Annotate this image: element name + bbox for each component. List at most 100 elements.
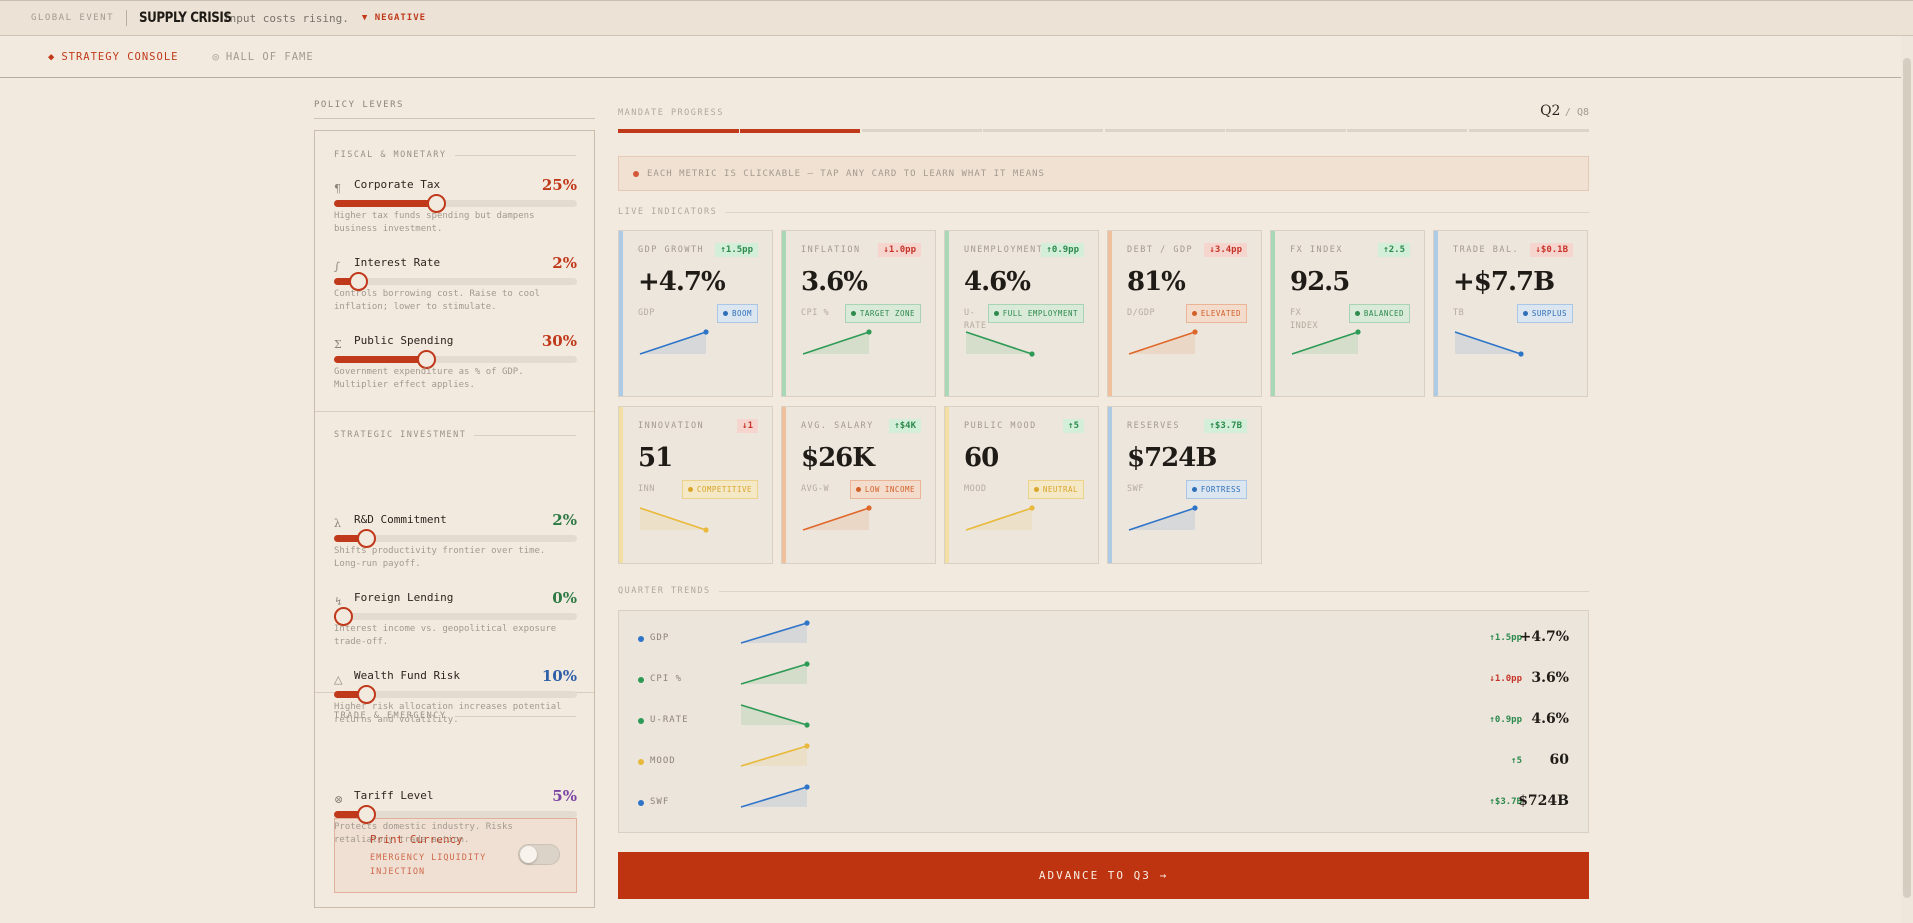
card-value: 60 xyxy=(964,443,999,473)
trend-value: 3.6% xyxy=(1531,670,1569,686)
slider-fill xyxy=(334,278,360,285)
metric-card-gdp-growth[interactable]: GDP GROWTH ↑1.5pp +4.7% GDP BOOM xyxy=(618,230,773,397)
card-value: 4.6% xyxy=(964,267,1031,297)
slider-thumb[interactable] xyxy=(427,194,446,213)
lever-slider[interactable] xyxy=(334,350,577,369)
lever-value: 10% xyxy=(541,667,577,685)
slider-thumb[interactable] xyxy=(349,272,368,291)
status-dot xyxy=(855,487,861,492)
lever-description: Interest income vs. geopolitical exposur… xyxy=(334,624,557,647)
sigma-icon: Σ xyxy=(334,338,342,351)
circled-x-icon: ⊗ xyxy=(334,793,344,806)
trend-label: GDP xyxy=(650,633,670,643)
print-currency-subtitle: EMERGENCY LIQUIDITY INJECTION xyxy=(370,853,487,877)
status-dot xyxy=(1522,311,1528,316)
card-label: INFLATION xyxy=(801,245,861,255)
sparkline-endpoint xyxy=(866,329,872,335)
page-scrollbar[interactable] xyxy=(1901,36,1913,923)
sparkline-line xyxy=(740,786,808,808)
card-sparkline xyxy=(1454,331,1524,357)
card-status-tag: ELEVATED xyxy=(1185,304,1247,323)
sparkline-line xyxy=(1454,331,1522,355)
event-impact-badge: ▼ NEGATIVE xyxy=(361,13,427,23)
card-value: +4.7% xyxy=(638,267,726,297)
sparkline-line xyxy=(740,704,808,726)
series-dot xyxy=(638,636,644,642)
sparkline-endpoint xyxy=(1029,505,1035,511)
status-dot xyxy=(993,311,999,316)
sparkline-line xyxy=(740,745,808,767)
lever-value: 25% xyxy=(541,176,577,194)
slider-thumb[interactable] xyxy=(357,685,376,704)
sparkline-endpoint xyxy=(804,620,810,626)
metric-card-public-mood[interactable]: PUBLIC MOOD ↑5 60 MOOD NEUTRAL xyxy=(944,406,1099,564)
trend-value: 4.6% xyxy=(1531,711,1569,727)
trend-sparkline xyxy=(740,661,810,685)
section-title-strategic: STRATEGIC INVESTMENT xyxy=(334,430,576,440)
sparkline-line xyxy=(639,507,707,531)
quarter-indicator: Q2 / Q8 xyxy=(1540,103,1589,119)
metric-card-unemployment[interactable]: UNEMPLOYMENT ↑0.9pp 4.6% U-RATE FULL EMPLOYM… xyxy=(944,230,1099,397)
series-dot xyxy=(638,677,644,683)
card-unit: AVG-W xyxy=(801,484,830,494)
print-currency-card: Print Currency EMERGENCY LIQUIDITY INJEC… xyxy=(334,818,577,893)
slider-thumb[interactable] xyxy=(357,805,376,824)
lever-description: Government expenditure as % of GDP. Mult… xyxy=(334,367,524,390)
lever-description: Higher risk allocation increases potenti… xyxy=(334,702,562,725)
lever-name: Corporate Tax xyxy=(354,178,441,191)
card-accent-bar xyxy=(945,407,949,563)
card-delta-badge: ↑$3.7B xyxy=(1204,419,1247,433)
event-bar: GLOBAL EVENT SUPPLY CRISIS Input costs r… xyxy=(0,0,1913,36)
lever-slider[interactable] xyxy=(334,529,577,548)
lever-value: 0% xyxy=(552,589,577,607)
lever-slider[interactable] xyxy=(334,607,577,626)
lightning-icon: ↯ xyxy=(334,595,344,608)
metric-card-debt-gdp[interactable]: DEBT / GDP ↓3.4pp 81% D/GDP ELEVATED xyxy=(1107,230,1262,397)
event-kicker: GLOBAL EVENT xyxy=(31,13,115,23)
card-sparkline xyxy=(802,505,872,531)
card-unit: FX INDEX xyxy=(1290,308,1319,331)
metric-card-fx-index[interactable]: FX INDEX ↑2.5 92.5 FX INDEX BALANCED xyxy=(1270,230,1425,397)
progress-segment xyxy=(983,129,1103,132)
slider-thumb[interactable] xyxy=(417,350,436,369)
card-status-tag: TARGET ZONE xyxy=(844,304,921,323)
status-text: FULL EMPLOYMENT xyxy=(1002,309,1078,318)
status-dot xyxy=(687,487,693,492)
slider-fill xyxy=(334,691,368,698)
divider xyxy=(314,118,595,119)
metric-card-trade-bal[interactable]: TRADE BAL. ↓$0.1B +$7.7B TB SURPLUS xyxy=(1433,230,1588,397)
lever-description: Higher tax funds spending but dampens bu… xyxy=(334,211,535,234)
toggle-knob[interactable] xyxy=(520,846,537,863)
metric-card-inflation[interactable]: INFLATION ↓1.0pp 3.6% CPI % TARGET ZONE xyxy=(781,230,936,397)
nav-strategy-console[interactable]: ◆ STRATEGY CONSOLE xyxy=(48,51,178,63)
advance-quarter-button[interactable]: ADVANCE TO Q3 → xyxy=(618,852,1589,899)
metric-card-innovation[interactable]: INNOVATION ↓1 51 INN COMPETITIVE xyxy=(618,406,773,564)
lever-slider[interactable] xyxy=(334,194,577,213)
metric-card-reserves[interactable]: RESERVES ↑$3.7B $724B SWF FORTRESS xyxy=(1107,406,1262,564)
status-text: FORTRESS xyxy=(1200,485,1241,494)
nav-hall-of-fame[interactable]: ◎ HALL OF FAME xyxy=(212,51,313,63)
status-text: BALANCED xyxy=(1363,309,1404,318)
nav-label: STRATEGY CONSOLE xyxy=(61,51,179,63)
trend-delta: ↑1.5pp xyxy=(1489,633,1522,643)
card-delta-badge: ↑2.5 xyxy=(1378,243,1410,257)
sparkline-line xyxy=(802,331,870,355)
print-currency-title: Print Currency xyxy=(370,833,463,846)
policy-levers-panel: FISCAL & MONETARY STRATEGIC INVESTMENT T… xyxy=(314,130,595,908)
card-unit: CPI % xyxy=(801,308,830,318)
slider-fill xyxy=(334,535,368,542)
scrollbar-thumb[interactable] xyxy=(1903,58,1911,898)
sparkline-endpoint xyxy=(703,527,709,533)
slider-thumb[interactable] xyxy=(357,529,376,548)
live-indicators-title: LIVE INDICATORS xyxy=(618,207,1589,217)
print-currency-toggle[interactable] xyxy=(518,844,560,865)
metric-card-avg-salary[interactable]: AVG. SALARY ↑$4K $26K AVG-W LOW INCOME xyxy=(781,406,936,564)
trend-delta: ↓1.0pp xyxy=(1489,674,1522,684)
lever-slider[interactable] xyxy=(334,805,577,824)
slider-thumb[interactable] xyxy=(334,607,353,626)
total-quarters: / Q8 xyxy=(1564,107,1589,118)
lever-slider[interactable] xyxy=(334,272,577,291)
sparkline-endpoint xyxy=(1355,329,1361,335)
status-dot xyxy=(1354,311,1360,316)
lever-slider[interactable] xyxy=(334,685,577,704)
